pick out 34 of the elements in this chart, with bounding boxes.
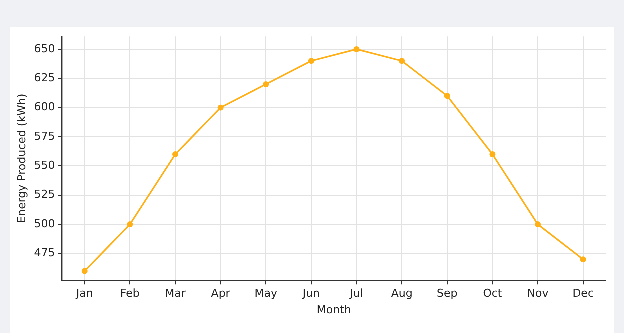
x-tick-label: May xyxy=(254,287,278,300)
point xyxy=(399,58,406,64)
point xyxy=(127,222,134,228)
x-tick-label: Apr xyxy=(211,287,231,300)
y-tick-label: 550 xyxy=(34,159,56,172)
point xyxy=(535,222,542,228)
point xyxy=(218,104,224,111)
y-axis-title: Energy Produced (kWh) xyxy=(15,94,28,224)
x-tick-label: Sep xyxy=(437,287,458,300)
y-tick-label: 525 xyxy=(34,188,56,202)
point xyxy=(354,46,360,52)
x-axis-title: Month xyxy=(316,303,352,316)
x-tick-label: Dec xyxy=(572,287,594,300)
point xyxy=(82,268,88,274)
point xyxy=(172,152,178,158)
y-tick-label: 575 xyxy=(34,130,56,143)
x-tick-label: Oct xyxy=(483,287,503,300)
x-tick-label: Nov xyxy=(527,287,550,300)
x-tick-label: Mar xyxy=(165,287,186,300)
point xyxy=(263,81,270,88)
point xyxy=(490,152,496,158)
point xyxy=(308,58,314,64)
x-tick-label: Jul xyxy=(349,287,364,300)
x-tick-label: Aug xyxy=(391,287,413,300)
y-tick-label: 475 xyxy=(34,246,56,260)
point xyxy=(444,93,450,100)
point xyxy=(580,256,586,263)
y-tick-label: 500 xyxy=(34,217,56,230)
y-tick-label: 650 xyxy=(34,42,56,56)
y-tick-label: 600 xyxy=(34,100,56,114)
x-tick-label: Jan xyxy=(75,287,94,300)
y-tick-label: 625 xyxy=(34,71,56,84)
x-tick-label: Feb xyxy=(120,287,140,300)
x-tick-label: Jun xyxy=(302,287,320,300)
